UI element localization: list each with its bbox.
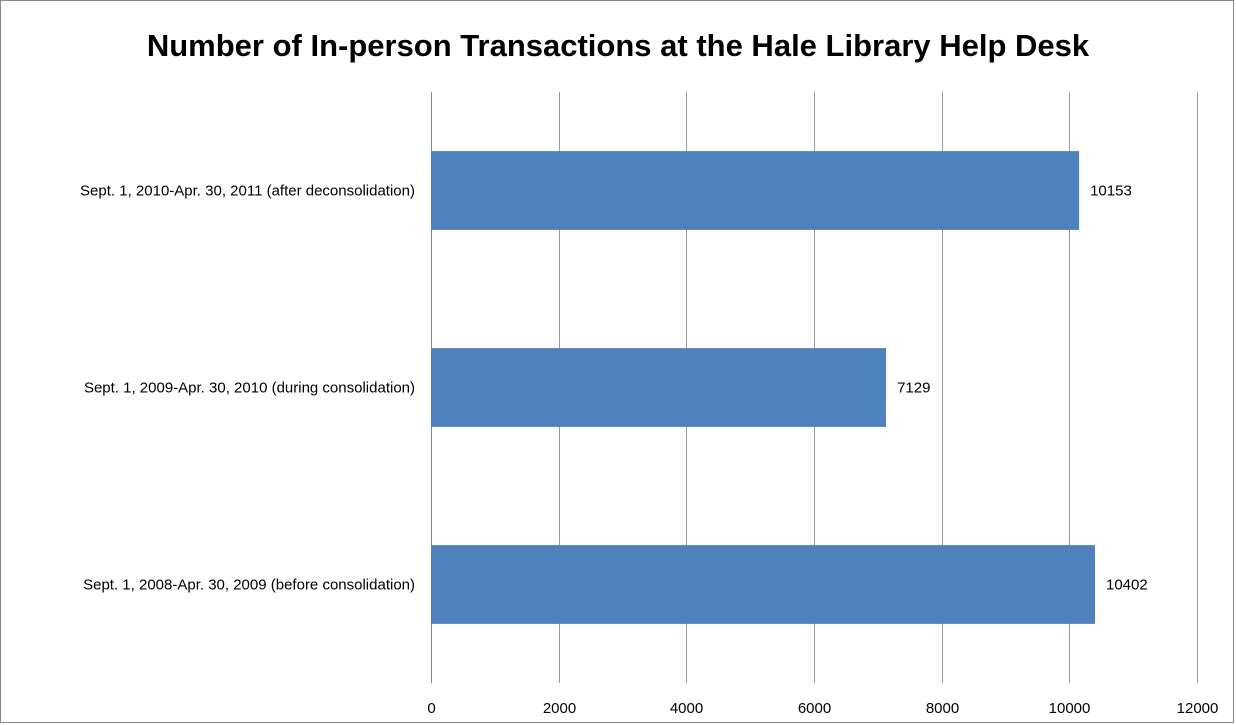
x-tick-label: 6000 (798, 700, 831, 717)
x-tick-label: 8000 (926, 700, 959, 717)
data-label: 10402 (1106, 577, 1148, 594)
x-tick-label: 2000 (543, 700, 576, 717)
category-label: Sept. 1, 2008-Apr. 30, 2009 (before cons… (83, 577, 415, 594)
x-tick-label: 4000 (670, 700, 703, 717)
bar (431, 151, 1080, 230)
bar (431, 348, 887, 427)
category-label: Sept. 1, 2009-Apr. 30, 2010 (during cons… (84, 380, 415, 397)
x-tick-label: 0 (427, 700, 435, 717)
x-tick-label: 12000 (1177, 700, 1219, 717)
data-label: 7129 (897, 380, 930, 397)
category-label: Sept. 1, 2010-Apr. 30, 2011 (after decon… (80, 183, 415, 200)
data-label: 10153 (1090, 183, 1132, 200)
x-tick-label: 10000 (1049, 700, 1091, 717)
bar (431, 545, 1095, 624)
chart-title: Number of In-person Transactions at the … (146, 28, 1090, 63)
